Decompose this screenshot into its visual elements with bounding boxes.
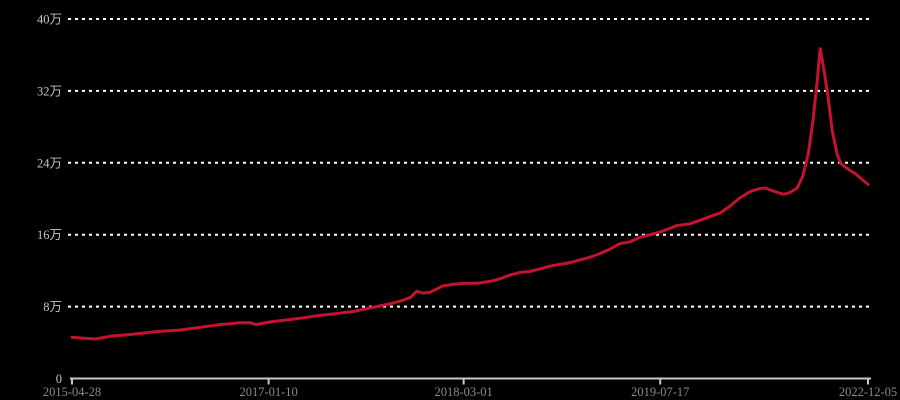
y-axis-label: 0 <box>56 372 62 386</box>
y-axis-label: 8万 <box>43 300 62 314</box>
series-line <box>70 47 870 341</box>
y-axis-label: 40万 <box>37 13 62 27</box>
x-axis-label: 2022-12-05 <box>839 385 897 399</box>
y-axis-label: 32万 <box>37 84 62 98</box>
x-axis-label: 2015-04-28 <box>43 385 101 399</box>
x-axis-label: 2017-01-10 <box>239 385 297 399</box>
y-axis-label: 24万 <box>37 156 62 170</box>
x-axis-label: 2019-07-17 <box>631 385 689 399</box>
x-axis-label: 2018-03-01 <box>434 385 492 399</box>
y-axis-label: 16万 <box>37 228 62 242</box>
